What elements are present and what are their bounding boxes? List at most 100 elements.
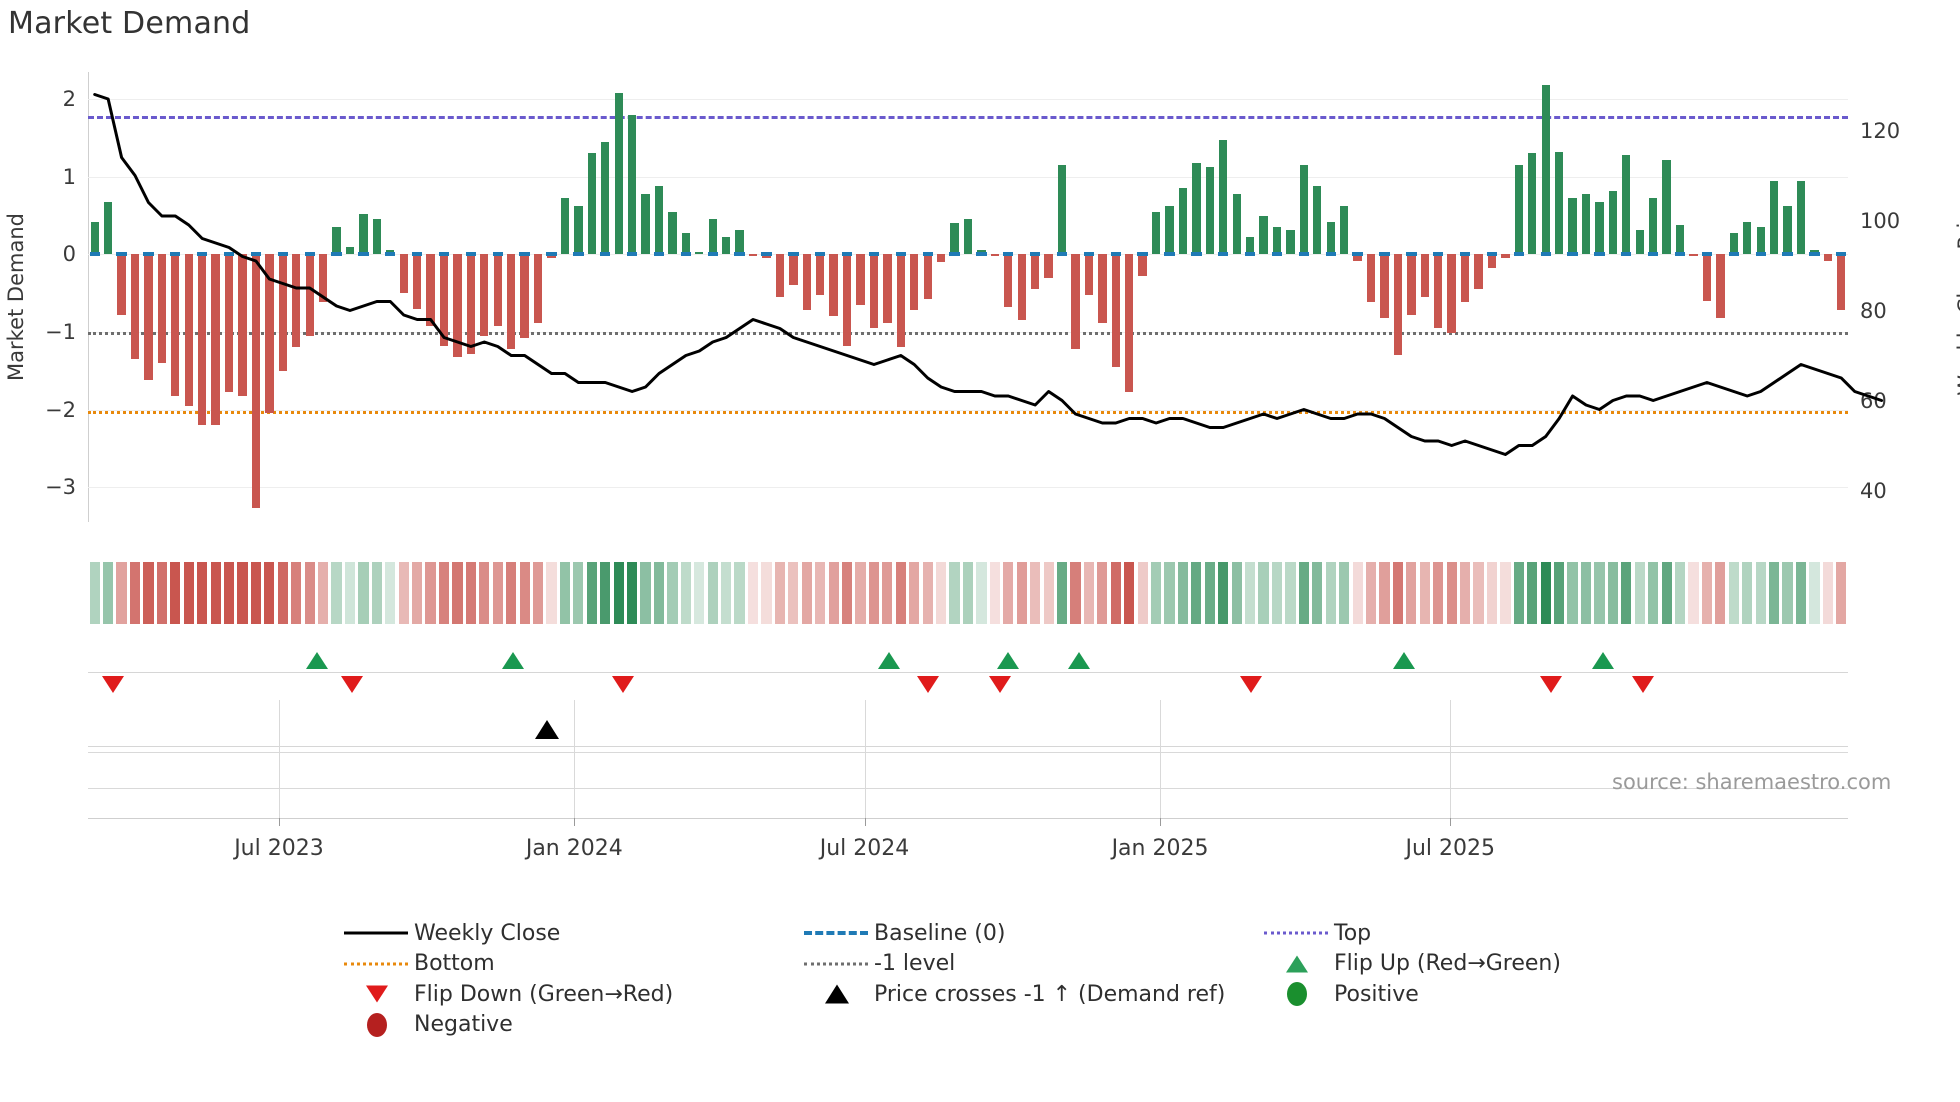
source-watermark: source: sharemaestro.com <box>1612 770 1892 794</box>
demand-bar <box>842 254 852 346</box>
y-axis-left-label: Market Demand <box>4 213 28 381</box>
x-tick-mark <box>574 818 576 826</box>
legend-label: Baseline (0) <box>874 920 1006 946</box>
demand-bar <box>1729 232 1738 255</box>
baseline-segment <box>868 252 880 257</box>
legend-item[interactable]: Bottom <box>340 949 495 979</box>
demand-bar <box>1769 180 1779 255</box>
baseline-segment <box>1406 252 1417 257</box>
demand-bar <box>883 254 892 323</box>
heat-cell <box>1486 562 1498 624</box>
heat-cell <box>815 562 826 624</box>
x-tick-label: Jan 2024 <box>525 836 623 861</box>
heat-cell <box>304 562 315 624</box>
x-tick-label: Jul 2024 <box>819 836 910 861</box>
legend-item[interactable]: Negative <box>340 1010 513 1040</box>
demand-bar <box>238 254 247 396</box>
x-tick-label: Jul 2025 <box>1405 836 1495 861</box>
heat-cell <box>344 562 356 624</box>
heat-cell <box>1030 562 1041 624</box>
baseline-segment <box>411 252 423 257</box>
heat-cell <box>1580 562 1592 624</box>
baseline-segment <box>922 252 933 257</box>
heat-cell <box>1513 562 1524 624</box>
flip-down-marker <box>101 676 124 693</box>
demand-bar <box>399 254 408 294</box>
baseline-segment <box>1298 252 1310 257</box>
heat-cell <box>1003 562 1014 624</box>
demand-bar <box>1554 151 1564 255</box>
legend-item[interactable]: Positive <box>1260 979 1419 1009</box>
heat-cell <box>962 562 974 624</box>
demand-bar <box>1219 139 1228 255</box>
heat-cell <box>761 562 772 624</box>
legend-item[interactable]: Weekly Close <box>340 918 560 948</box>
baseline-line-icon <box>804 931 868 935</box>
baseline-segment <box>492 252 503 257</box>
legend-label: Flip Down (Green→Red) <box>414 981 674 1007</box>
demand-bar <box>1353 254 1362 261</box>
gridline-y <box>88 99 1848 101</box>
demand-bar <box>574 206 583 255</box>
heat-cell <box>1621 562 1632 624</box>
demand-bar <box>130 254 140 360</box>
heat-cell <box>640 562 651 624</box>
weekly-close-line <box>93 93 1884 456</box>
demand-bar <box>896 254 905 348</box>
baseline-segment <box>1836 252 1847 257</box>
legend-item[interactable]: Flip Up (Red→Green) <box>1260 949 1561 979</box>
lower-rule <box>88 788 1848 789</box>
baseline-segment <box>1137 252 1148 257</box>
heat-cell <box>1634 562 1645 624</box>
demand-bar <box>1689 254 1698 256</box>
price-cross-marker <box>535 720 560 739</box>
baseline-segment <box>197 252 208 257</box>
demand-bar <box>1568 198 1577 255</box>
heat-cell <box>1567 562 1578 624</box>
baseline-segment <box>519 252 530 257</box>
baseline-segment <box>976 252 987 257</box>
heat-cell <box>667 562 678 624</box>
heat-cell <box>1500 562 1511 624</box>
demand-bar <box>1581 193 1591 255</box>
heat-cell <box>116 562 127 624</box>
demand-bar <box>493 254 502 326</box>
legend-key <box>340 1010 414 1040</box>
legend-item[interactable]: Flip Down (Green→Red) <box>340 979 673 1009</box>
x-tick-mark <box>1160 818 1162 826</box>
demand-bar <box>1622 155 1631 255</box>
baseline-segment <box>546 252 557 257</box>
demand-bar <box>1326 221 1335 255</box>
flip-down-marker <box>988 676 1011 693</box>
legend-label: -1 level <box>874 951 956 976</box>
baseline-segment <box>331 252 342 257</box>
legend-key <box>1260 979 1334 1009</box>
legend-item[interactable]: -1 level <box>800 949 955 979</box>
legend-key <box>800 979 874 1009</box>
heat-cell <box>438 562 450 624</box>
legend-item[interactable]: Top <box>1260 918 1371 948</box>
demand-bar <box>722 237 731 255</box>
heat-cell <box>801 562 812 624</box>
heat-cell <box>519 562 530 624</box>
x-tick-label: Jan 2025 <box>1111 836 1209 861</box>
demand-bar <box>1434 254 1443 329</box>
heat-cell <box>1782 562 1793 624</box>
heat-cell <box>1540 562 1551 624</box>
heat-cell <box>1070 562 1081 624</box>
legend-item[interactable]: Price crosses -1 ↑ (Demand ref) <box>800 979 1225 1009</box>
demand-bar <box>1837 254 1846 311</box>
demand-bar <box>103 201 113 255</box>
heat-cell <box>1419 562 1430 624</box>
demand-bar <box>695 252 704 255</box>
heat-cell <box>1352 562 1363 624</box>
legend-label: Bottom <box>414 951 495 976</box>
heat-cell <box>1083 562 1094 624</box>
x-tick-mark <box>278 818 280 826</box>
heat-cell <box>1204 562 1215 624</box>
heat-cell <box>949 562 960 624</box>
heat-cell <box>1325 562 1336 624</box>
y-tick-left-label: −2 <box>45 397 76 422</box>
legend-item[interactable]: Baseline (0) <box>800 918 1005 948</box>
baseline-segment <box>438 252 450 257</box>
